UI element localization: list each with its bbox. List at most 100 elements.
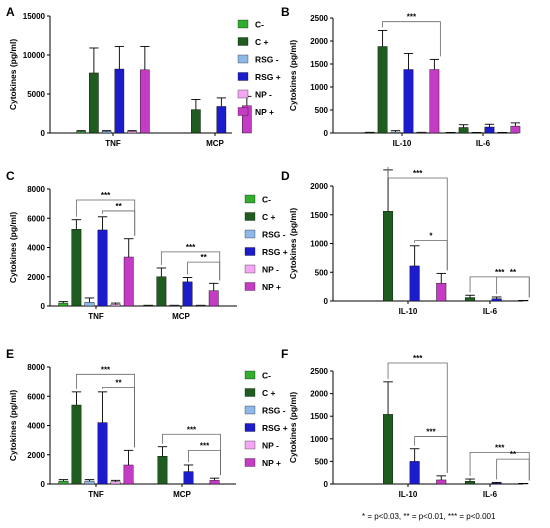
legend-label: C- (255, 20, 264, 30)
legend-label: RSG - (262, 230, 286, 240)
y-tick-label: 500 (315, 106, 329, 115)
bar (182, 281, 193, 307)
legend-swatch (244, 282, 256, 291)
y-axis-label: Cytokines (pg/ml) (288, 392, 298, 463)
bar (183, 471, 194, 485)
panel-A: A Cytokines (pg/ml) 0 5000 10000 15000 TNF MCP (6, 5, 252, 148)
x-tick-label: MCP (172, 312, 190, 321)
y-tick-label: 1000 (310, 435, 328, 444)
x-tick-label: IL-10 (399, 490, 418, 499)
y-tick-label: 2000 (27, 273, 45, 282)
significance-label: *** (101, 191, 111, 200)
y-tick-label: 2000 (310, 390, 328, 399)
y-axis-label: Cytokines (pg/ml) (8, 390, 18, 461)
bar (383, 211, 394, 302)
significance-label: * (429, 232, 433, 241)
bar (110, 304, 121, 307)
significance-label: *** (426, 428, 436, 437)
bar (123, 256, 134, 307)
legend-label: RSG - (262, 406, 286, 416)
y-tick-label: 8000 (27, 185, 45, 194)
panel-letter: D (281, 169, 290, 183)
significance-bracket (414, 240, 448, 271)
legend-label: RSG + (255, 72, 281, 82)
y-axis-label: Cytokines (pg/ml) (288, 40, 298, 111)
significance-label: *** (495, 443, 505, 452)
bar (84, 302, 95, 307)
panel-F: F Cytokines (pg/ml) 0 500 1000 1500 2000 2500 IL… (281, 347, 530, 499)
legend-label: C- (262, 371, 271, 381)
bar (209, 480, 220, 485)
bar (436, 282, 447, 302)
y-tick-label: 0 (324, 480, 329, 489)
legend-label: RSG - (255, 55, 279, 65)
y-axis-label: Cytokines (pg/ml) (8, 39, 18, 110)
panel-letter: E (6, 347, 14, 361)
bar (429, 69, 440, 134)
legend-swatch (244, 405, 256, 415)
legend: C- C + RSG - RSG + NP - NP + (244, 371, 288, 468)
significance-label: *** (495, 268, 505, 277)
x-tick-label: IL-6 (483, 307, 498, 316)
legend-swatch (237, 89, 249, 99)
bar (84, 480, 95, 485)
bar (123, 464, 134, 485)
legend-swatch (244, 440, 256, 450)
legend-label: NP + (262, 282, 281, 292)
y-tick-label: 6000 (27, 214, 45, 223)
y-tick-label: 2500 (310, 14, 328, 23)
significance-bracket (496, 458, 530, 481)
x-tick-label: IL-6 (476, 139, 491, 148)
y-tick-label: 1000 (310, 240, 328, 249)
y-tick-label: 4000 (27, 244, 45, 253)
y-tick-label: 8000 (27, 363, 45, 372)
panel-letter: C (6, 169, 15, 183)
significance-label: *** (407, 13, 417, 22)
bar (71, 404, 82, 485)
y-tick-label: 10000 (23, 51, 46, 60)
legend-swatch (237, 19, 249, 29)
bar (491, 298, 502, 302)
bar (114, 68, 125, 134)
legend-label: C- (262, 195, 271, 205)
bar (140, 69, 150, 134)
significance-bracket (162, 433, 221, 476)
bar (156, 276, 167, 307)
legend-label: NP - (262, 441, 279, 451)
legend-label: NP - (255, 90, 272, 100)
x-tick-label: MCP (173, 490, 191, 499)
y-tick-label: 1500 (310, 211, 328, 220)
panel-B: B Cytokines (pg/ml) 0 500 1000 1500 2000 2500 IL… (281, 5, 521, 148)
significance-label: ** (510, 450, 517, 459)
y-tick-label: 0 (41, 480, 46, 489)
y-tick-label: 4000 (27, 422, 45, 431)
legend-swatch (244, 388, 256, 397)
bar (403, 69, 414, 134)
legend-swatch (237, 72, 249, 81)
bar (409, 265, 420, 302)
legend-swatch (244, 247, 256, 256)
legend: C- C + RSG - RSG + NP - NP + (237, 19, 281, 117)
panel-E: E Cytokines (pg/ml) 0 2000 4000 6000 8000 TNF MC… (6, 347, 236, 499)
bar (191, 109, 201, 134)
significance-label: ** (116, 202, 123, 211)
panel-letter: F (281, 347, 288, 361)
panel-letter: A (6, 5, 15, 19)
significance-bracket (387, 362, 448, 473)
y-tick-label: 2000 (27, 451, 45, 460)
x-tick-label: IL-6 (483, 490, 498, 499)
significance-label: *** (413, 354, 423, 363)
y-tick-label: 2500 (310, 367, 328, 376)
legend: C- C + RSG - RSG + NP - NP + (244, 195, 288, 292)
bar (58, 480, 69, 485)
significance-bracket (496, 276, 530, 298)
bar (76, 131, 86, 134)
legend-label: C + (262, 388, 276, 398)
bar (436, 479, 447, 485)
legend-swatch (244, 229, 256, 239)
legend-label: NP - (262, 265, 279, 275)
x-tick-label: IL-10 (399, 307, 418, 316)
bar (484, 126, 495, 134)
legend-swatch (244, 212, 256, 221)
bar (377, 46, 388, 134)
